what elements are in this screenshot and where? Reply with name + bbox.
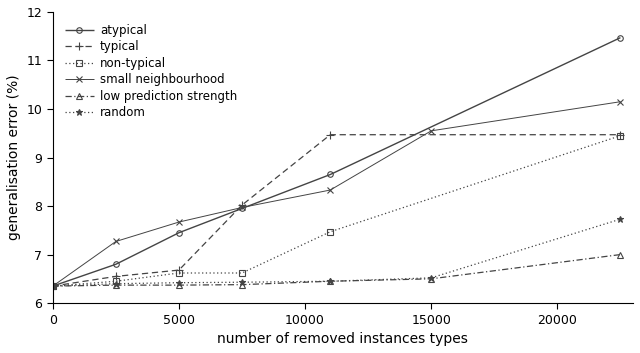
atypical [616,36,624,40]
Line: atypical: atypical [50,35,623,289]
non-typical [326,230,334,234]
Line: typical: typical [49,131,625,290]
low prediction strength [326,279,334,283]
Line: random: random [49,216,624,289]
atypical [326,172,334,176]
X-axis label: number of removed instances types: number of removed instances types [218,332,468,346]
non-typical [238,271,246,275]
small neighbourhood [326,188,334,192]
low prediction strength [238,282,246,287]
small neighbourhood [112,239,120,244]
Line: small neighbourhood: small neighbourhood [49,98,624,289]
low prediction strength [175,283,183,287]
non-typical [616,133,624,138]
low prediction strength [428,277,435,281]
Y-axis label: generalisation error (%): generalisation error (%) [7,75,21,240]
typical [175,268,183,272]
small neighbourhood [428,129,435,133]
low prediction strength [616,252,624,257]
Line: non-typical: non-typical [50,133,623,289]
random [238,280,246,284]
typical [238,203,246,207]
random [112,282,120,286]
non-typical [112,279,120,283]
small neighbourhood [49,284,56,288]
small neighbourhood [175,220,183,224]
atypical [49,284,56,288]
low prediction strength [112,283,120,287]
small neighbourhood [238,205,246,210]
atypical [112,262,120,267]
non-typical [175,271,183,275]
random [49,284,56,288]
Line: low prediction strength: low prediction strength [50,252,623,289]
low prediction strength [49,284,56,288]
non-typical [49,284,56,288]
typical [112,274,120,279]
atypical [238,207,246,211]
typical [326,133,334,137]
random [616,217,624,221]
random [175,281,183,285]
random [428,276,435,280]
Legend: atypical, typical, non-typical, small neighbourhood, low prediction strength, ra: atypical, typical, non-typical, small ne… [59,18,243,125]
random [326,279,334,283]
typical [49,284,56,288]
typical [616,133,624,137]
small neighbourhood [616,100,624,104]
atypical [175,231,183,235]
